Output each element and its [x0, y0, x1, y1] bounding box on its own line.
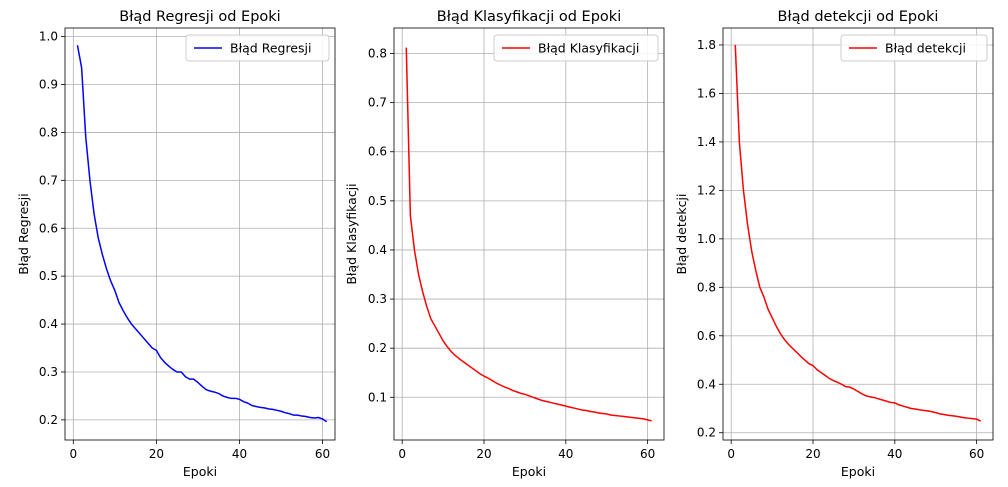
- x-tick-label: 60: [969, 447, 984, 461]
- y-tick-label: 0.6: [368, 145, 387, 159]
- legend-label: Błąd Regresji: [230, 41, 311, 56]
- series-line-1: [405, 47, 652, 422]
- x-tick-label: 40: [232, 447, 247, 461]
- y-tick-label: 0.2: [697, 426, 716, 440]
- x-tick-label: 0: [727, 447, 735, 461]
- x-axis-label: Epoki: [841, 464, 875, 479]
- legend-box: [185, 34, 330, 62]
- x-axis-label: Epoki: [512, 464, 546, 479]
- x-tick-label: 40: [887, 447, 902, 461]
- legend-label: Błąd detekcji: [885, 41, 966, 56]
- plot-area: [394, 28, 664, 440]
- x-tick-label: 60: [640, 447, 655, 461]
- y-tick-label: 0.8: [697, 280, 716, 294]
- y-tick-label: 0.9: [39, 78, 58, 92]
- x-tick-label: 40: [558, 447, 573, 461]
- plot-area: [723, 28, 993, 440]
- legend: Błąd detekcji: [840, 34, 988, 62]
- y-tick-label: 0.2: [368, 341, 387, 355]
- chart-title: Błąd Klasyfikacji od Epoki: [437, 9, 621, 25]
- y-tick-label: 1.8: [697, 38, 716, 52]
- y-tick-label: 0.5: [39, 269, 58, 283]
- y-tick-label: 0.8: [368, 47, 387, 61]
- legend: Błąd Klasyfikacji: [493, 34, 659, 62]
- y-tick-label: 0.3: [368, 292, 387, 306]
- x-tick-label: 0: [69, 447, 77, 461]
- axes-frame: [64, 27, 336, 441]
- series-line-1: [76, 45, 328, 423]
- y-tick-label: 1.4: [697, 135, 716, 149]
- legend-label: Błąd Klasyfikacji: [538, 41, 639, 56]
- chart-panel-2: 0 20 40 60 0.1 0.2 0.3 0.4 0.5 0.6 0.7 0.8 Błąd Klas…: [344, 9, 665, 479]
- y-tick-label: 0.4: [39, 317, 58, 331]
- y-tick-label: 0.3: [39, 365, 58, 379]
- y-tick-label: 0.4: [697, 377, 716, 391]
- y-tick-label: 0.1: [368, 390, 387, 404]
- x-tick-label: 0: [398, 447, 406, 461]
- chart-panel-1: 0 20 40 60 0.2 0.3 0.4 0.5 0.6 0.7 0.8 0.9 1.0 Błąd R…: [16, 9, 336, 479]
- axes-frame: [722, 27, 994, 441]
- y-tick-label: 1.2: [697, 183, 716, 197]
- y-tick-label: 1.0: [697, 232, 716, 246]
- x-axis-label: Epoki: [183, 464, 217, 479]
- series-line-1: [734, 44, 982, 422]
- y-tick-label: 0.8: [39, 125, 58, 139]
- plot-area: [65, 28, 335, 440]
- x-tick-label: 20: [805, 447, 820, 461]
- y-axis-label: Błąd Regresji: [16, 193, 31, 274]
- chart-title: Błąd Regresji od Epoki: [119, 9, 280, 25]
- axes-frame: [393, 27, 665, 441]
- y-tick-label: 0.5: [368, 194, 387, 208]
- x-tick-label: 20: [476, 447, 491, 461]
- y-tick-label: 1.6: [697, 86, 716, 100]
- y-tick-label: 1.0: [39, 30, 58, 44]
- chart-panel-3: 0 20 40 60 0.2 0.4 0.6 0.8 1.0 1.2 1.4 1.6 1.8 Błąd d…: [674, 9, 994, 479]
- legend-box: [840, 34, 988, 62]
- chart-title: Błąd detekcji od Epoki: [778, 9, 939, 25]
- y-tick-label: 0.4: [368, 243, 387, 257]
- x-tick-label: 60: [315, 447, 330, 461]
- y-axis-label: Błąd detekcji: [674, 194, 689, 275]
- y-tick-label: 0.7: [39, 173, 58, 187]
- legend: Błąd Regresji: [185, 34, 330, 62]
- y-tick-label: 0.2: [39, 413, 58, 427]
- y-axis-label: Błąd Klasyfikacji: [344, 183, 359, 284]
- y-tick-label: 0.6: [697, 329, 716, 343]
- y-tick-label: 0.7: [368, 96, 387, 110]
- legend-box: [493, 34, 659, 62]
- x-tick-label: 20: [149, 447, 164, 461]
- y-tick-label: 0.6: [39, 221, 58, 235]
